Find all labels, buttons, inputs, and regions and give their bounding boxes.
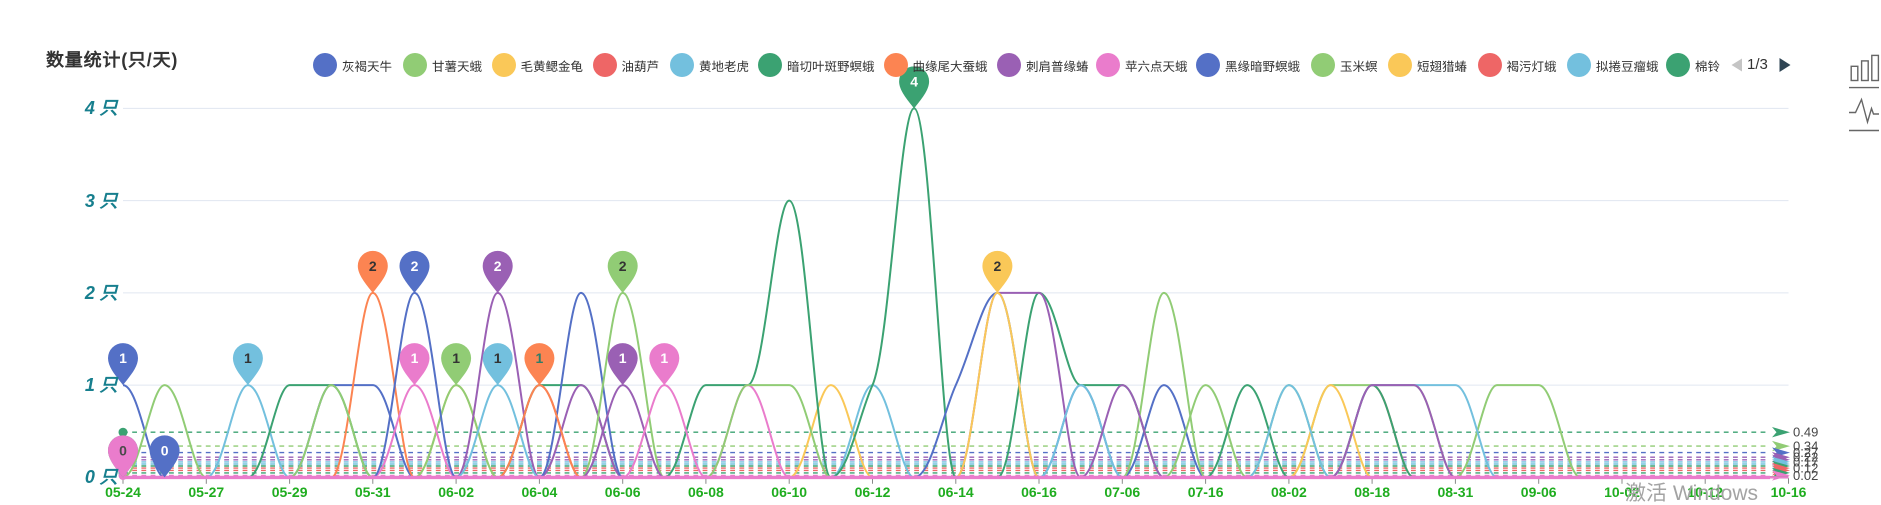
svg-text:0.49: 0.49 (1793, 425, 1818, 440)
svg-text:1: 1 (619, 350, 627, 366)
svg-text:4: 4 (910, 73, 918, 89)
svg-text:0.27: 0.27 (1793, 445, 1818, 460)
svg-text:1: 1 (536, 350, 544, 366)
svg-text:0.22: 0.22 (1793, 450, 1818, 465)
svg-text:1: 1 (119, 350, 127, 366)
svg-text:2: 2 (619, 258, 627, 274)
svg-text:2: 2 (994, 258, 1002, 274)
svg-text:0.12: 0.12 (1793, 461, 1818, 476)
svg-text:0.17: 0.17 (1793, 454, 1818, 469)
svg-text:1: 1 (244, 350, 252, 366)
svg-text:0.02: 0.02 (1793, 468, 1818, 483)
svg-text:2: 2 (411, 258, 419, 274)
svg-text:1: 1 (452, 350, 460, 366)
svg-text:1: 1 (494, 350, 502, 366)
svg-text:2: 2 (369, 258, 377, 274)
svg-text:0.34: 0.34 (1793, 439, 1818, 454)
svg-text:1: 1 (660, 350, 668, 366)
svg-text:2: 2 (494, 258, 502, 274)
svg-text:0: 0 (119, 442, 127, 458)
svg-text:0: 0 (161, 442, 169, 458)
svg-text:1: 1 (411, 350, 419, 366)
